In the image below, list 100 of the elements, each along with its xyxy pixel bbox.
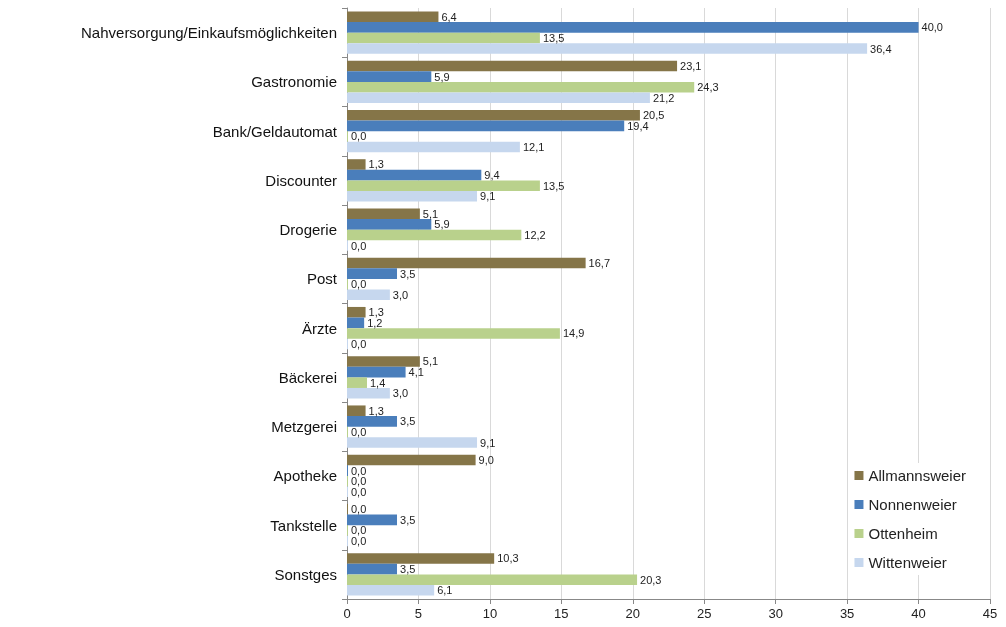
bar [347,268,398,279]
bar [347,22,919,33]
bar [347,306,366,318]
y-tick-label: Post [306,270,338,288]
x-tick-label: 20 [625,606,641,621]
y-tick-label: Nahversorgung/Einkaufsmöglichkeiten [81,24,337,42]
data-label: 1,3 [368,404,384,417]
bar [347,317,365,329]
data-label: 14,9 [562,327,585,340]
x-tick-label: 35 [839,606,855,621]
bar [347,416,398,427]
y-tick-label: Bäckerei [278,368,337,386]
bar [347,60,678,72]
data-label: 24,3 [697,81,719,94]
y-tick-label: Discounter [265,171,337,189]
data-label: 6,1 [437,584,453,597]
bar [347,180,540,191]
bar [347,141,520,153]
data-label: 5,9 [434,70,450,83]
bar [347,584,435,596]
bar [347,11,439,23]
data-label: 1,2 [367,316,383,329]
bar [347,377,367,388]
y-tick-label: Drogerie [279,221,337,239]
bar [347,437,478,448]
data-label: 0,0 [351,278,367,291]
data-label: 0,0 [351,503,367,516]
x-tick-label: 25 [696,606,712,621]
data-label: 23,1 [680,59,702,72]
legend-label: Wittenweier [868,554,947,571]
bar [347,574,638,585]
data-label: 0,0 [351,239,367,252]
bar [347,208,420,220]
bar [347,229,522,241]
data-label: 19,4 [627,119,649,132]
data-label: 6,4 [441,10,457,23]
bar [347,71,432,82]
data-label: 40,0 [921,21,943,34]
bar [347,553,495,564]
data-label: 5,9 [434,218,450,231]
data-label: 13,5 [542,179,565,192]
data-label: 9,0 [478,453,494,466]
bar [347,120,625,132]
data-label: 1,3 [368,158,384,171]
data-label: 0,0 [351,535,367,548]
y-tick-label: Apotheke [273,467,337,485]
y-tick-label: Ärzte [301,319,337,337]
data-label: 5,1 [422,207,439,220]
y-tick-label: Tankstelle [270,516,337,534]
legend-label: Allmannsweier [868,467,967,484]
x-tick-label: 10 [482,606,498,621]
bar [347,387,390,399]
bar [347,190,478,202]
data-label: 0,0 [351,425,367,438]
bar [347,81,695,93]
data-label: 3,5 [400,513,416,526]
bar [347,219,432,230]
data-label: 4,1 [408,366,424,379]
data-label: 16,7 [588,256,611,269]
bar [347,328,560,339]
bar [347,92,650,104]
bar [347,257,586,269]
data-label: 3,5 [400,267,416,280]
bar [347,169,482,181]
data-label: 3,0 [392,288,409,301]
data-label: 20,5 [642,109,665,122]
data-label: 3,5 [400,563,416,576]
data-label: 0,0 [351,338,367,351]
data-label: 21,2 [652,91,675,104]
x-tick-label: 15 [554,606,569,621]
data-label: 0,0 [351,130,367,143]
x-tick-label: 40 [911,606,926,621]
data-label: 20,3 [640,573,662,586]
legend-label: Ottenheim [868,525,938,542]
data-label: 12,1 [522,141,545,154]
data-label: 0,0 [351,485,367,498]
bar [347,405,366,417]
data-label: 9,1 [480,190,496,203]
bar [347,43,868,54]
bar [347,454,476,466]
bar [347,366,406,378]
bar [347,159,366,170]
y-tick-label: Bank/Geldautomat [212,122,338,140]
bar [347,563,398,575]
data-label: 0,0 [351,464,367,477]
y-tick-label: Metzgerei [271,418,337,436]
legend-label: Nonnenweier [868,496,957,513]
data-label: 10,3 [497,552,519,565]
bar [347,109,640,121]
data-label: 3,0 [392,387,409,400]
x-tick-label: 0 [343,606,351,621]
data-label: 3,5 [400,415,416,428]
data-label: 0,0 [351,475,367,488]
x-tick-label: 45 [982,606,998,621]
data-label: 9,1 [480,436,496,449]
bar [347,356,420,367]
bar [347,514,398,526]
bar [347,32,540,44]
data-label: 12,2 [524,228,546,241]
data-label: 5,1 [422,355,439,368]
